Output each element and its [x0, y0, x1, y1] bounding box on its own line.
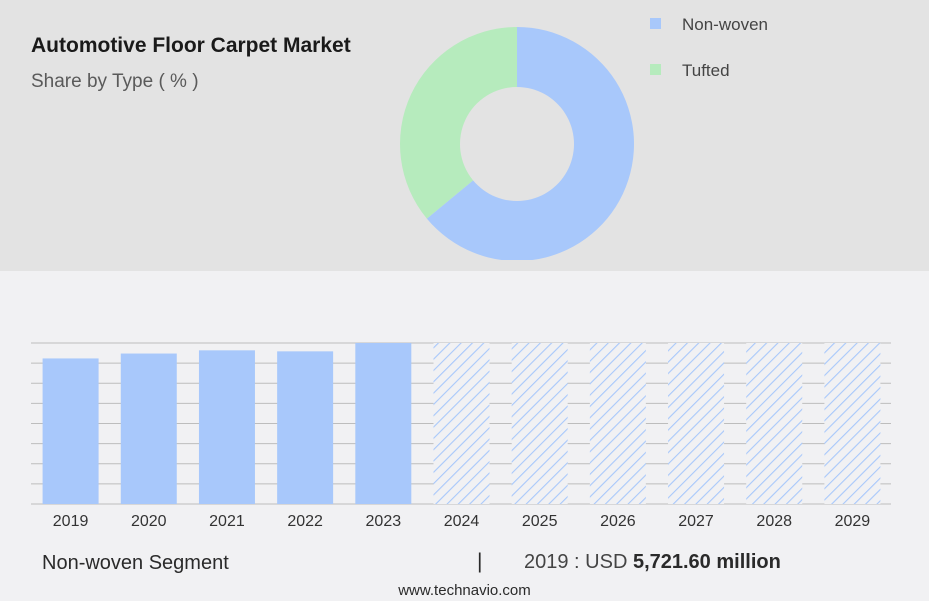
legend-label-non-woven: Non-woven	[682, 15, 768, 34]
panel-edge	[0, 260, 929, 271]
x-tick-2025: 2025	[522, 513, 558, 530]
bar-2023	[355, 343, 412, 504]
x-tick-2027: 2027	[678, 513, 714, 530]
x-tick-2029: 2029	[835, 513, 871, 530]
x-tick-2022: 2022	[287, 513, 323, 530]
legend-item-tufted: Tufted	[650, 61, 730, 81]
forecast-bar-2026	[589, 343, 646, 504]
segment-value: 2019 : USD 5,721.60 million	[524, 551, 781, 574]
bar-2021	[198, 350, 255, 504]
x-tick-2019: 2019	[53, 513, 89, 530]
donut-slice-non-woven	[426, 27, 634, 261]
bar-2022	[277, 351, 334, 504]
legend-swatch-non-woven	[650, 18, 661, 30]
footer-separator: |	[477, 550, 483, 573]
donut-chart	[0, 27, 929, 271]
forecast-bar-2029	[824, 343, 881, 504]
x-tick-2024: 2024	[444, 513, 480, 530]
forecast-bar-2024	[433, 343, 490, 504]
legend-swatch-tufted	[650, 64, 661, 76]
x-tick-2021: 2021	[209, 513, 245, 530]
x-tick-2023: 2023	[366, 513, 402, 530]
forecast-bar-2025	[511, 343, 568, 504]
chart-subtitle: Share by Type ( % )	[31, 71, 199, 92]
segment-label: Non-woven Segment	[42, 552, 229, 574]
legend-label-tufted: Tufted	[682, 61, 730, 80]
source-link[interactable]: www.technavio.com	[398, 582, 531, 599]
bar-2020	[120, 353, 177, 504]
segment-value-prefix: 2019 : USD	[524, 551, 633, 573]
legend-item-non-woven: Non-woven	[650, 15, 768, 35]
x-tick-2020: 2020	[131, 513, 167, 530]
donut-slice-tufted	[399, 27, 517, 219]
segment-value-amount: 5,721.60 million	[632, 551, 781, 573]
chart-title: Automotive Floor Carpet Market	[31, 34, 351, 57]
forecast-bar-2027	[668, 343, 725, 504]
x-tick-2028: 2028	[756, 513, 792, 530]
forecast-bar-2028	[746, 343, 803, 504]
bar-2019	[42, 358, 99, 504]
x-tick-2026: 2026	[600, 513, 636, 530]
